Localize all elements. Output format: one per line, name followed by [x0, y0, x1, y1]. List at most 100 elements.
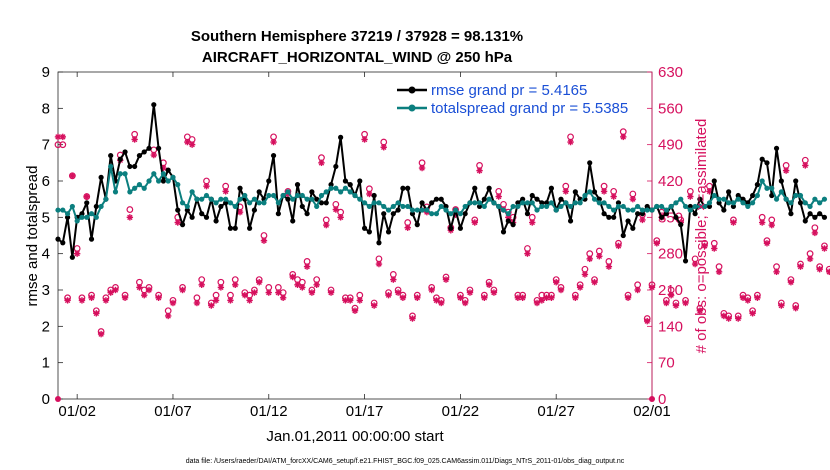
- rmse-point: [223, 200, 229, 206]
- obs-possible-marker: [629, 190, 637, 198]
- obs-possible-marker: [150, 146, 158, 154]
- totalspread-point: [390, 203, 396, 210]
- obs-assimilated-marker: [136, 284, 143, 291]
- obs-assimilated-marker: [476, 167, 483, 174]
- obs-assimilated-marker: [409, 315, 416, 322]
- obs-possible-marker: [260, 232, 268, 239]
- rmse-point: [433, 196, 440, 202]
- totalspread-point: [256, 200, 262, 206]
- obs-assimilated-marker: [461, 299, 469, 307]
- obs-assimilated-marker: [270, 138, 277, 146]
- y-tick-label-left: 9: [42, 64, 50, 81]
- rmse-point: [127, 163, 133, 170]
- x-ticks: 01/02 01/07 01/12 01/17 01/22 01/27 02/01: [58, 72, 671, 420]
- obs-assimilated-marker: [816, 266, 823, 273]
- rmse-point: [160, 178, 166, 184]
- obs-assimilated-marker: [481, 294, 488, 301]
- obs-assimilated-marker: [782, 167, 790, 174]
- obs-assimilated-marker: [97, 330, 105, 338]
- rmse-point: [692, 211, 698, 217]
- rmse-point: [515, 200, 521, 206]
- rmse-point: [405, 185, 411, 191]
- rmse-point: [290, 218, 296, 224]
- obs-assimilated-marker: [222, 188, 229, 195]
- obs-possible-marker: [59, 141, 67, 149]
- obs-assimilated-marker: [529, 219, 536, 226]
- obs-assimilated-marker: [323, 221, 330, 229]
- totalspread-point: [515, 203, 521, 210]
- obs-assimilated-marker: [394, 289, 402, 296]
- obs-possible-marker: [600, 182, 608, 190]
- rmse-point: [55, 236, 61, 242]
- obs-assimilated-marker: [821, 245, 828, 252]
- rmse-point: [606, 214, 612, 220]
- obs-possible-marker: [274, 284, 282, 291]
- obs-assimilated-marker: [663, 299, 670, 307]
- obs-assimilated-marker: [792, 304, 799, 312]
- obs-assimilated-marker: [375, 260, 383, 268]
- obs-possible-marker: [389, 271, 397, 278]
- obs-possible-marker: [634, 281, 642, 289]
- rmse-point: [285, 196, 291, 202]
- obs-assimilated-marker: [711, 245, 718, 252]
- obs-assimilated-marker: [141, 291, 148, 299]
- rmse-point: [735, 192, 741, 199]
- obs-assimilated-marker: [701, 242, 708, 250]
- obs-assimilated-marker: [217, 284, 225, 291]
- obs-assimilated-marker: [433, 297, 440, 304]
- totalspread-point: [400, 203, 406, 210]
- obs-assimilated-marker: [208, 302, 215, 309]
- totalspread-point: [146, 178, 152, 184]
- totalspread-point: [433, 211, 440, 217]
- totalspread-point: [189, 189, 195, 195]
- obs-assimilated-marker: [303, 263, 311, 270]
- rmse-point: [759, 156, 765, 162]
- totalspread-point: [572, 200, 578, 206]
- totalspread-point: [69, 203, 75, 210]
- totalspread-point: [797, 192, 804, 199]
- totalspread-point: [232, 203, 238, 210]
- y-axis-label-left: rmse and totalspread: [24, 166, 41, 307]
- rmse-point: [203, 214, 210, 220]
- obs-assimilated-marker: [485, 281, 493, 289]
- obs-assimilated-marker: [366, 190, 373, 198]
- obs-assimilated-marker: [519, 294, 526, 301]
- totalspread-point: [764, 185, 770, 191]
- rmse-point: [817, 211, 823, 217]
- rmse-point: [227, 225, 234, 231]
- obs-possible-marker: [567, 133, 574, 141]
- rmse-point: [620, 232, 626, 239]
- totalspread-point: [419, 207, 425, 213]
- obs-assimilated-marker: [572, 294, 579, 301]
- totalspread-point: [151, 171, 157, 177]
- rmse-point: [189, 214, 195, 220]
- totalspread-point: [735, 196, 741, 202]
- obs-possible-marker: [322, 216, 330, 224]
- totalspread-point: [778, 189, 784, 195]
- obs-possible-marker: [203, 177, 210, 185]
- obs-possible-marker: [782, 162, 790, 169]
- totalspread-point: [817, 200, 823, 206]
- obs-assimilated-marker: [806, 255, 814, 263]
- totalspread-point: [687, 207, 693, 213]
- obs-possible-marker: [126, 206, 134, 213]
- obs-possible-marker: [136, 278, 143, 286]
- obs-assimilated-marker: [768, 221, 775, 229]
- totalspread-point: [726, 200, 732, 206]
- rmse-point: [117, 156, 123, 162]
- rmse-point: [678, 222, 684, 228]
- totalspread-point: [132, 185, 138, 191]
- obs-assimilated-marker: [308, 289, 316, 296]
- obs-possible-marker: [581, 265, 589, 273]
- totalspread-point: [160, 171, 166, 177]
- rmse-point: [524, 211, 531, 217]
- obs-assimilated-marker: [93, 310, 100, 317]
- rmse-point: [438, 196, 444, 202]
- obs-assimilated-marker: [64, 297, 71, 304]
- obs-assimilated-marker: [418, 164, 426, 172]
- y-tick-label-right: 70: [658, 355, 675, 372]
- obs-assimilated-marker: [600, 188, 608, 195]
- rmse-point: [721, 207, 727, 213]
- obs-assimilated-marker: [773, 268, 780, 276]
- totalspread-point: [347, 189, 353, 195]
